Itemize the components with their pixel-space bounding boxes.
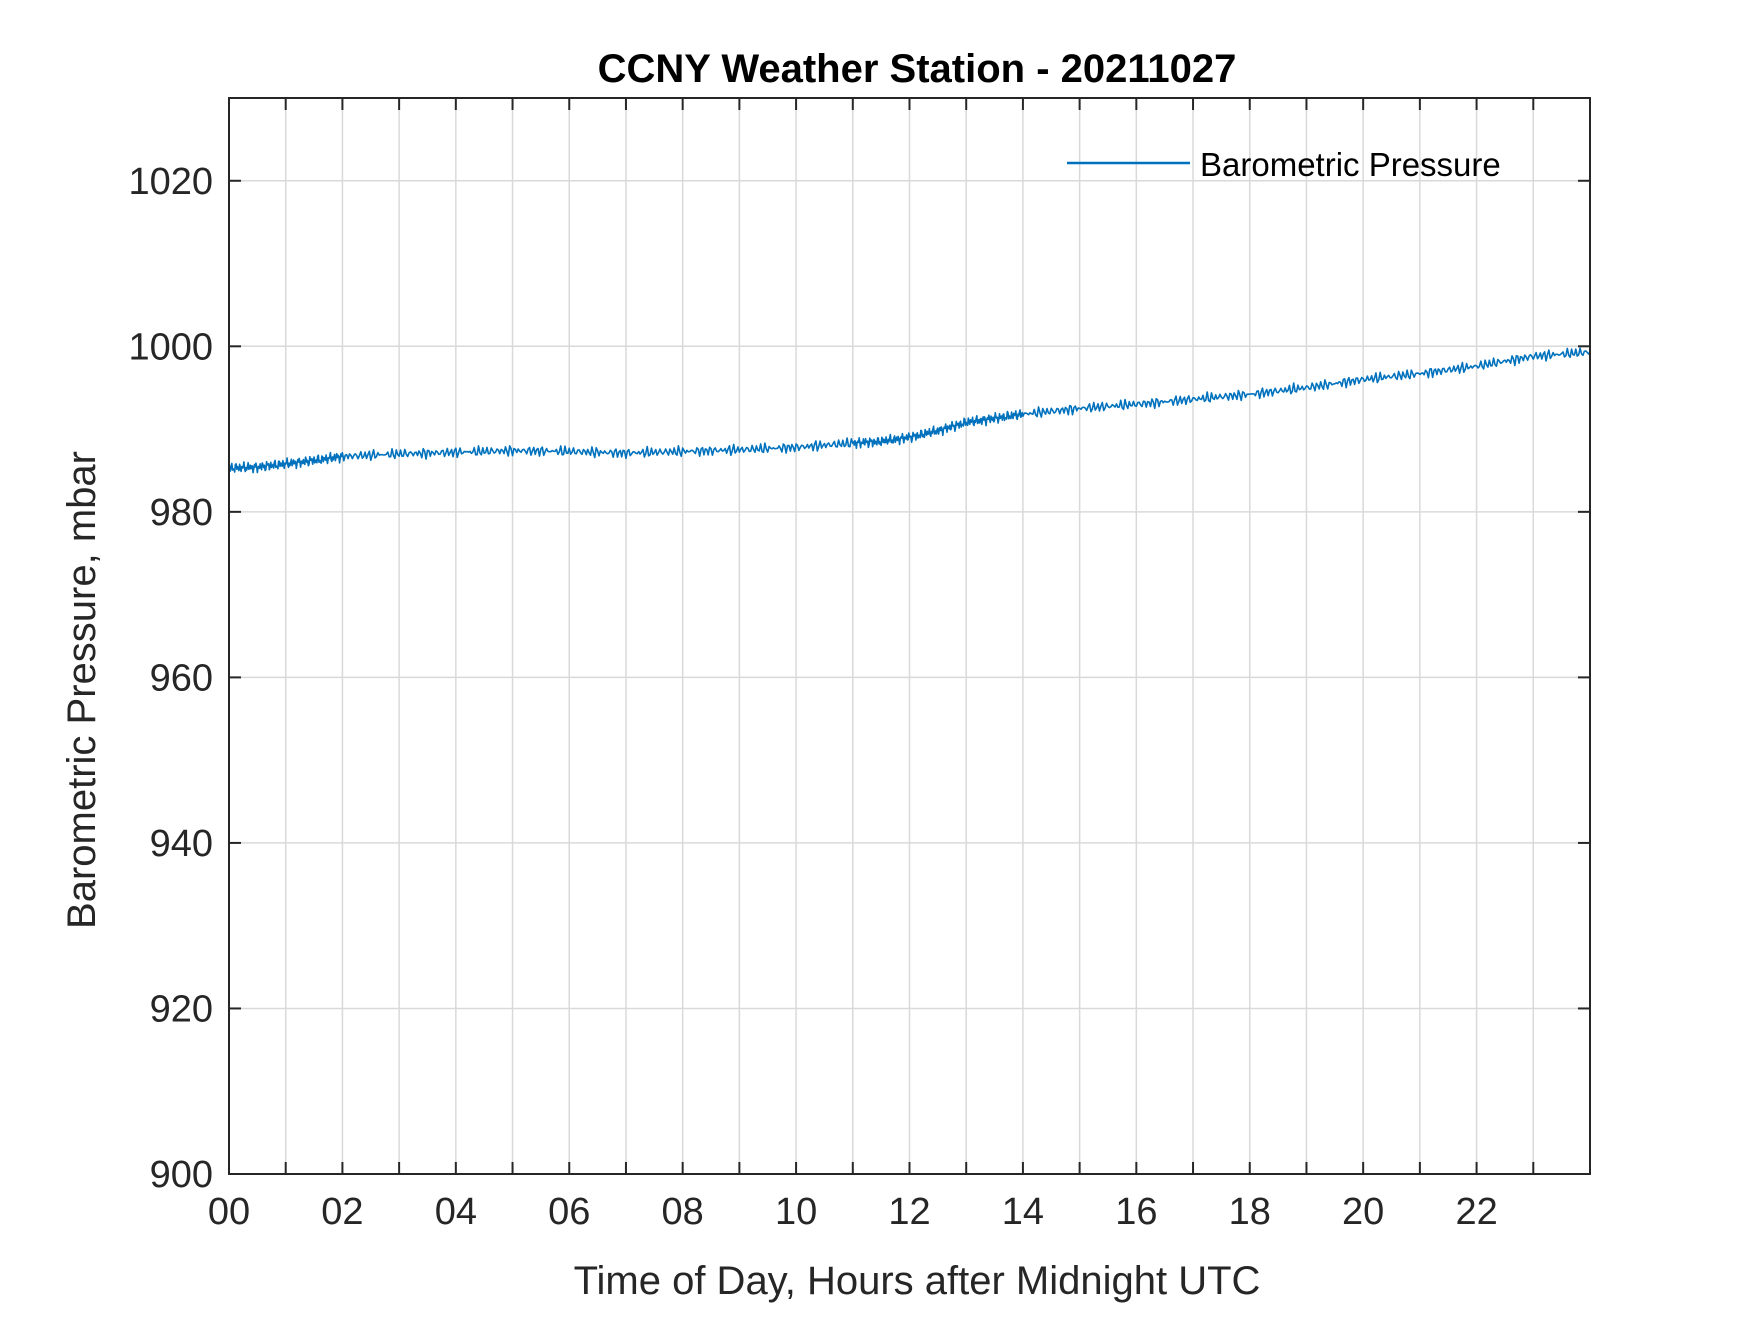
y-tick-label: 940 [150, 823, 213, 865]
x-tick-label: 00 [208, 1191, 250, 1233]
x-tick-label: 20 [1342, 1191, 1384, 1233]
y-tick-label: 960 [150, 657, 213, 699]
x-tick-label: 06 [548, 1191, 590, 1233]
axes-layer: 00 02 04 06 08 10 12 14 16 18 20 22 900 920 940 960 980 1… [128, 97, 1591, 1233]
x-tick-label: 08 [662, 1191, 704, 1233]
y-tick-label: 900 [150, 1154, 213, 1196]
chart-title: CCNY Weather Station - 20211027 [598, 47, 1237, 91]
x-tick-label: 18 [1229, 1191, 1271, 1233]
x-tick-label: 04 [435, 1191, 477, 1233]
legend-label: Barometric Pressure [1200, 146, 1501, 183]
y-tick-label: 1000 [128, 326, 213, 368]
x-tick-label: 02 [321, 1191, 363, 1233]
x-tick-label: 14 [1002, 1191, 1044, 1233]
x-tick-label: 16 [1115, 1191, 1157, 1233]
x-tick-label: 12 [888, 1191, 930, 1233]
x-axis-label: Time of Day, Hours after Midnight UTC [574, 1259, 1261, 1303]
x-tick-label: 10 [775, 1191, 817, 1233]
series-layer [228, 347, 1591, 474]
legend: Barometric Pressure [1067, 146, 1501, 183]
y-tick-label: 980 [150, 492, 213, 534]
y-axis-label: Barometric Pressure, mbar [60, 451, 104, 929]
y-tick-label: 1020 [128, 161, 213, 203]
series-line-0 [228, 347, 1591, 474]
x-tick-label: 22 [1455, 1191, 1497, 1233]
y-tick-label: 920 [150, 988, 213, 1030]
grid-layer [229, 98, 1590, 1174]
